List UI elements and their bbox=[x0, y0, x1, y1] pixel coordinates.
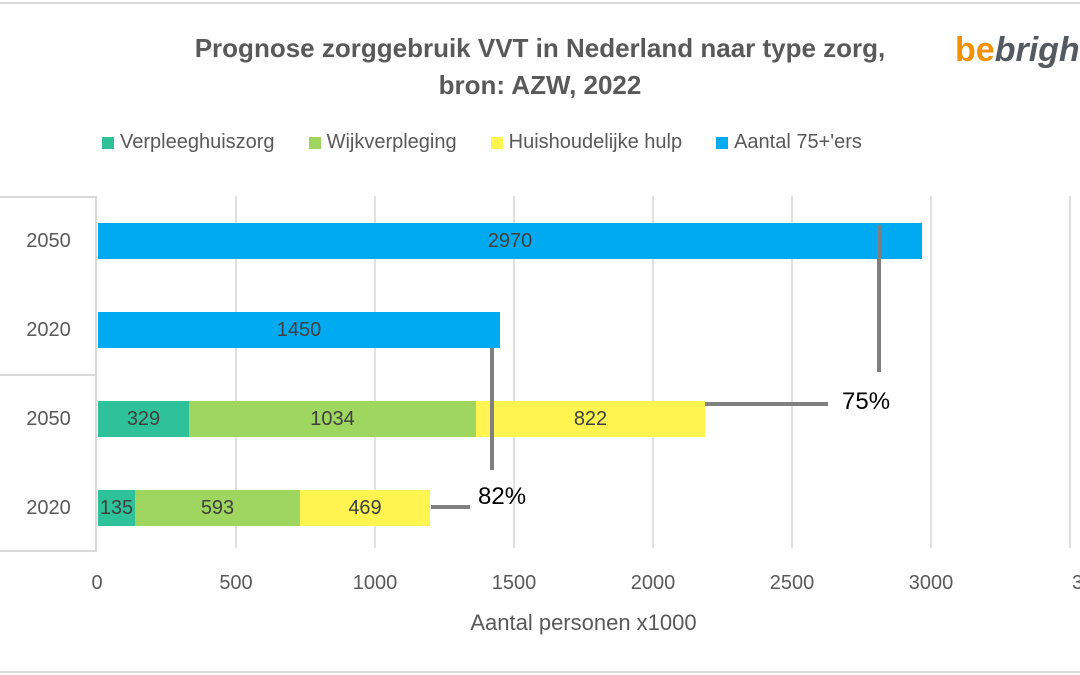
logo-bright: brigh bbox=[994, 31, 1080, 69]
bar-value-label: 1034 bbox=[310, 407, 355, 430]
x-tick-3000: 3000 bbox=[908, 572, 954, 594]
chart-title-line1: Prognose zorggebruik VVT in Nederland na… bbox=[194, 33, 886, 63]
chart-title-line2: bron: AZW, 2022 bbox=[438, 70, 642, 100]
legend-label: Huishoudelijke hulp bbox=[508, 131, 683, 153]
y-label-2050-zorg: 2050 bbox=[26, 408, 71, 430]
y-axis-group-zorg bbox=[0, 374, 97, 552]
bar-75plus-2020: 1450 bbox=[98, 312, 500, 348]
connector-75plus-vertical bbox=[877, 225, 881, 372]
x-tick-0: 0 bbox=[91, 572, 103, 594]
legend-item-aantal-75plus: Aantal 75+'ers bbox=[716, 131, 862, 154]
x-tick-1000: 1000 bbox=[352, 572, 398, 594]
gridline-1500 bbox=[513, 196, 515, 548]
gridline-1000 bbox=[374, 196, 376, 548]
bar-value-label: 822 bbox=[573, 407, 608, 430]
gridline-500 bbox=[235, 196, 237, 548]
x-tick-2500: 2500 bbox=[769, 572, 815, 594]
x-tick-500: 500 bbox=[219, 572, 253, 594]
annotation-82-percent: 82% bbox=[478, 483, 527, 510]
legend-item-wijkverpleging: Wijkverpleging bbox=[308, 131, 457, 154]
connector-zorg-vertical bbox=[490, 348, 494, 470]
bar-value-label: 135 bbox=[99, 496, 134, 519]
y-label-2020-75plus: 2020 bbox=[26, 319, 71, 341]
gridline-2000 bbox=[652, 196, 654, 548]
y-axis-group-75plus bbox=[0, 196, 97, 376]
connector-zorg2020-horizontal bbox=[431, 505, 470, 509]
bar-value-label: 469 bbox=[348, 496, 382, 519]
chart-title: Prognose zorggebruik VVT in Nederland na… bbox=[100, 30, 980, 104]
bar-wijkverpleging-2050: 1034 bbox=[189, 401, 476, 437]
bar-huishoudelijke-hulp-2020: 469 bbox=[300, 490, 430, 526]
legend-item-verpleeghuiszorg: Verpleeghuiszorg bbox=[102, 131, 275, 154]
gridline-2500 bbox=[791, 196, 793, 548]
bar-verpleeghuiszorg-2050: 329 bbox=[98, 401, 189, 437]
x-tick-1500: 1500 bbox=[491, 572, 537, 594]
legend-label: Verpleeghuiszorg bbox=[120, 131, 275, 153]
legend-item-huishoudelijke-hulp: Huishoudelijke hulp bbox=[490, 131, 683, 154]
connector-zorg2050-horizontal bbox=[705, 402, 828, 406]
chart-frame-bottom bbox=[0, 671, 1080, 673]
y-label-2050-75plus: 2050 bbox=[26, 230, 71, 252]
legend-label: Wijkverpleging bbox=[326, 131, 457, 153]
chart-legend: Verpleeghuiszorg Wijkverpleging Huishoud… bbox=[102, 131, 896, 154]
legend-swatch-icon bbox=[716, 136, 729, 149]
legend-label: Aantal 75+'ers bbox=[734, 131, 862, 153]
chart-frame-top bbox=[0, 2, 1080, 4]
y-label-2020-zorg: 2020 bbox=[26, 497, 71, 519]
legend-swatch-icon bbox=[102, 136, 114, 149]
x-tick-2000: 2000 bbox=[630, 572, 676, 594]
bar-value-label: 329 bbox=[126, 407, 161, 430]
legend-swatch-icon bbox=[308, 136, 321, 149]
bebright-logo: bebrigh bbox=[955, 30, 1080, 70]
bar-wijkverpleging-2020: 593 bbox=[135, 490, 300, 526]
bar-value-label: 1450 bbox=[276, 318, 322, 341]
legend-swatch-icon bbox=[490, 136, 503, 149]
bar-verpleeghuiszorg-2020: 135 bbox=[98, 490, 135, 526]
x-axis-label: Aantal personen x1000 bbox=[470, 610, 697, 635]
gridline-3500 bbox=[1069, 196, 1071, 548]
bar-huishoudelijke-hulp-2050: 822 bbox=[476, 401, 705, 437]
annotation-75-percent: 75% bbox=[842, 388, 891, 415]
bar-75plus-2050: 2970 bbox=[98, 223, 922, 259]
bar-value-label: 593 bbox=[200, 496, 235, 519]
logo-be: be bbox=[955, 31, 995, 69]
bar-value-label: 2970 bbox=[487, 229, 533, 252]
gridline-3000 bbox=[930, 196, 932, 548]
x-tick-3500: 350 bbox=[1072, 572, 1080, 594]
